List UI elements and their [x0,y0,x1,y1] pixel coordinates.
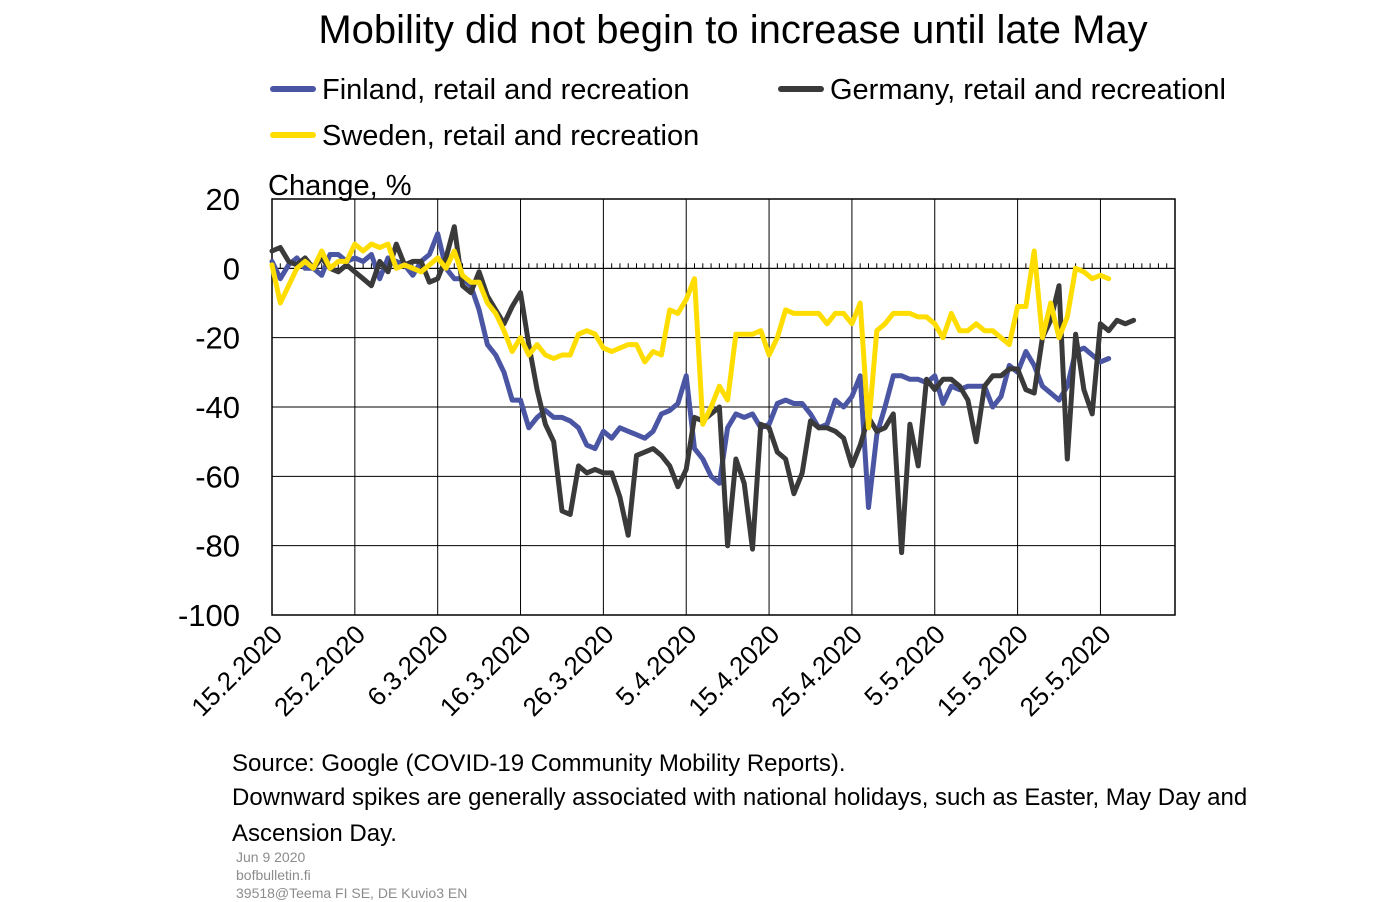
legend-label-sweden: Sweden, retail and recreation [322,120,700,152]
x-tick-label: 25.2.2020 [268,619,371,722]
x-tick-label: 25.4.2020 [765,619,868,722]
y-tick-label: -60 [195,459,240,494]
legend-swatch-germany [778,86,824,93]
legend-label-germany: Germany, retail and recreationl [830,74,1226,106]
y-tick-label: 0 [223,251,240,286]
source-note: Source: Google (COVID-19 Community Mobil… [232,750,846,777]
series-line-finland [269,231,1112,510]
footnote-line-3: Ascension Day. [232,820,397,847]
legend-item-finland: Finland, retail and recreation [270,74,690,107]
legend-item-sweden: Sweden, retail and recreation [270,120,699,153]
y-tick-label: -100 [178,598,240,633]
series-line-sweden [269,241,1112,431]
y-axis-unit-label: Change, % [268,170,412,202]
x-tick-label: 26.3.2020 [517,619,620,722]
legend-item-germany: Germany, retail and recreationl [778,74,1226,107]
legend-swatch-sweden [270,132,316,139]
meta-code: 39518@Teema FI SE, DE Kuvio3 EN [236,885,468,901]
legend-swatch-finland [270,86,316,93]
y-tick-label: -20 [195,321,240,356]
x-tick-label: 25.5.2020 [1014,619,1117,722]
y-tick-label: -40 [195,390,240,425]
footnote-line-2: Downward spikes are generally associated… [232,784,1248,811]
meta-date: Jun 9 2020 [236,849,306,865]
y-tick-label: 20 [206,182,240,217]
legend-label-finland: Finland, retail and recreation [322,74,690,106]
y-tick-label: -80 [195,529,240,564]
plot-frame [271,198,1176,616]
meta-site: bofbulletin.fi [236,867,311,883]
chart-title: Mobility did not begin to increase until… [318,8,1148,52]
